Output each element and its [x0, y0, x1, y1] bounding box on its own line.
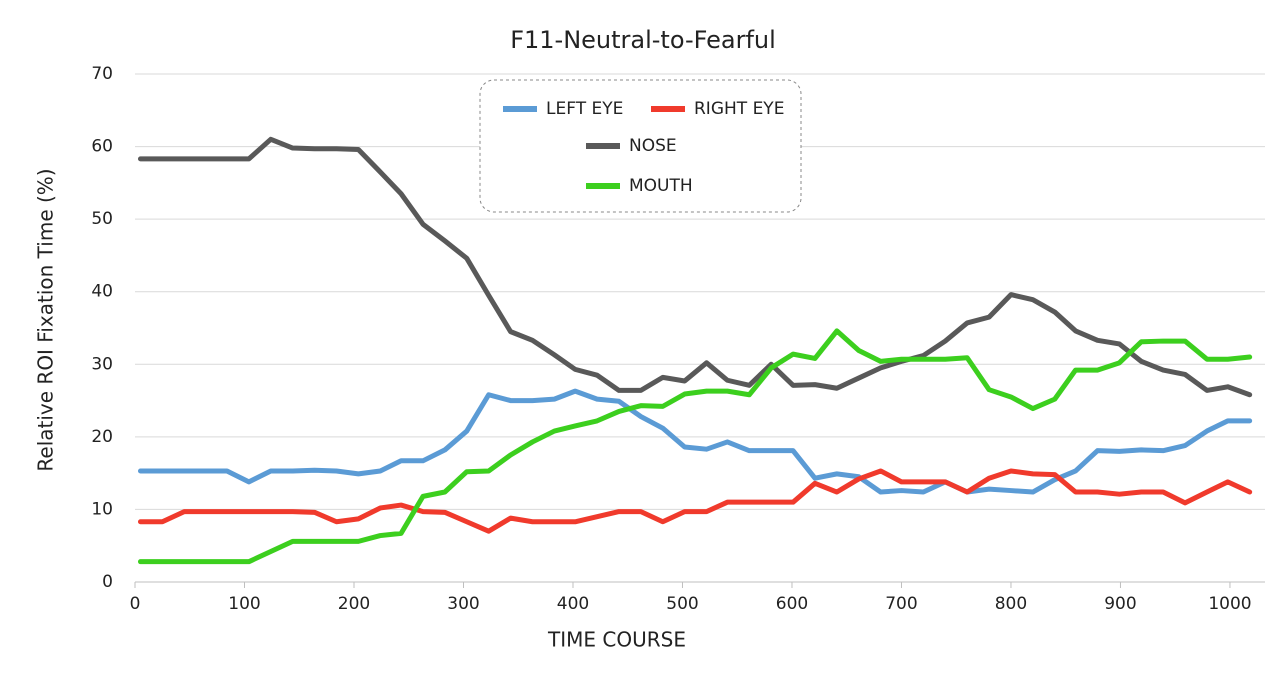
x-tick-label: 1000: [1208, 594, 1251, 614]
legend-label: RIGHT EYE: [694, 99, 784, 119]
chart-title: F11-Neutral-to-Fearful: [510, 26, 776, 54]
y-tick-label: 20: [91, 427, 113, 447]
x-tick-label: 200: [338, 594, 370, 614]
legend-box: [479, 79, 802, 213]
x-tick-label: 800: [995, 594, 1027, 614]
y-tick-label: 10: [91, 499, 113, 519]
series-line: [137, 388, 1253, 495]
series-line: [137, 328, 1253, 565]
y-tick-label: 60: [91, 137, 113, 157]
legend-label: LEFT EYE: [546, 99, 623, 119]
legend-label: NOSE: [629, 136, 677, 156]
series-line: [137, 136, 1253, 398]
x-axis-label: TIME COURSE: [547, 628, 686, 652]
y-tick-label: 70: [91, 64, 113, 84]
legend: LEFT EYE RIGHT EYE NOSE MOUTH: [479, 79, 802, 213]
x-tick-label: 500: [666, 594, 698, 614]
y-tick-label: 40: [91, 282, 113, 302]
legend-label: MOUTH: [629, 176, 693, 196]
x-tick-label: 400: [557, 594, 589, 614]
series-line: [137, 468, 1253, 534]
x-tick-label: 100: [228, 594, 260, 614]
x-tick-label: 900: [1104, 594, 1136, 614]
x-tick-label: 700: [885, 594, 917, 614]
y-tick-label: 0: [102, 572, 113, 592]
x-tick-label: 600: [776, 594, 808, 614]
y-tick-label: 50: [91, 209, 113, 229]
x-tick-label: 300: [447, 594, 479, 614]
x-tick-label: 0: [130, 594, 141, 614]
y-tick-label: 30: [91, 354, 113, 374]
y-axis-label: Relative ROI Fixation Time (%): [34, 168, 58, 471]
